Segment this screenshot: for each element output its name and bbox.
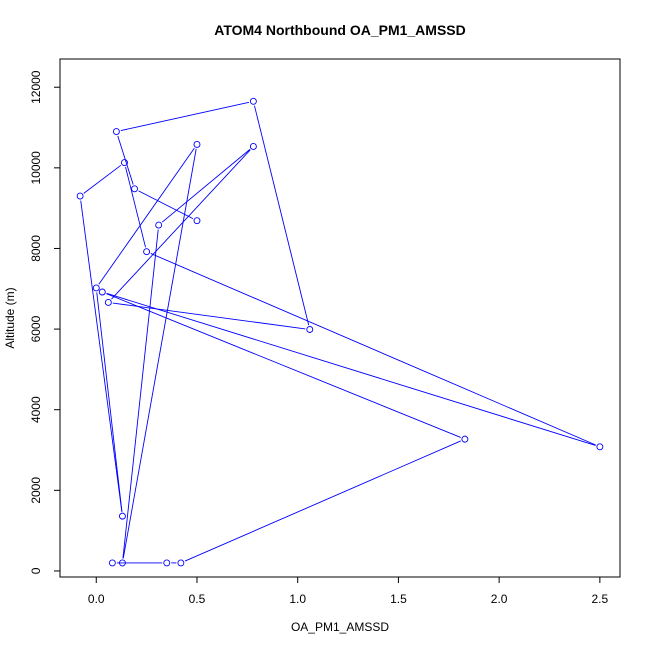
series-0 xyxy=(76,97,604,567)
data-point xyxy=(143,248,151,256)
data-point xyxy=(249,97,257,105)
data-point xyxy=(76,192,84,200)
series-segment xyxy=(125,166,146,248)
y-axis: 0 2000 4000 6000 8000 10000 12000 xyxy=(29,70,61,574)
series-segment xyxy=(111,149,251,300)
y-axis-label: Altitude (m) xyxy=(3,287,17,348)
series-segment xyxy=(161,149,251,223)
y-tick-label: 2000 xyxy=(29,477,43,504)
plot-frame xyxy=(59,58,621,578)
x-axis-label: OA_PM1_AMSSD xyxy=(291,620,389,634)
data-point xyxy=(177,559,185,567)
data-point xyxy=(98,288,106,296)
x-tick-label: 1.5 xyxy=(390,592,407,606)
x-tick-label: 1.0 xyxy=(289,592,306,606)
y-tick-label: 6000 xyxy=(29,315,43,342)
series-layer xyxy=(76,97,604,567)
data-point xyxy=(249,143,257,150)
x-tick-label: 0.5 xyxy=(189,592,206,606)
series-segment xyxy=(138,190,194,220)
data-point xyxy=(92,284,100,292)
series-segment xyxy=(106,292,596,446)
data-point xyxy=(131,185,138,193)
data-point xyxy=(193,141,201,148)
series-segment xyxy=(83,164,122,194)
y-tick-label: 0 xyxy=(29,567,43,574)
data-point xyxy=(596,443,604,451)
series-segment xyxy=(80,200,123,512)
x-axis: 0.0 0.5 1.0 1.5 2.0 2.5 xyxy=(88,576,609,606)
y-tick-label: 4000 xyxy=(29,396,43,423)
series-segment xyxy=(150,253,596,446)
y-tick-label: 10000 xyxy=(29,151,43,185)
data-point xyxy=(306,326,314,333)
data-point xyxy=(112,128,120,136)
series-segment xyxy=(120,101,250,132)
x-tick-label: 2.0 xyxy=(491,592,508,606)
x-tick-label: 0.0 xyxy=(88,592,105,606)
data-point xyxy=(118,512,126,520)
y-tick-label: 12000 xyxy=(29,70,43,104)
series-segment xyxy=(254,105,310,326)
data-point xyxy=(121,159,128,167)
series-segment xyxy=(96,292,123,512)
series-segment xyxy=(122,229,159,559)
chart-title: ATOM4 Northbound OA_PM1_AMSSD xyxy=(214,22,466,38)
series-segment xyxy=(184,440,461,562)
data-point xyxy=(155,221,163,229)
series-segment xyxy=(112,302,306,330)
data-point xyxy=(118,559,126,567)
data-point xyxy=(193,217,201,225)
data-point xyxy=(108,559,116,567)
x-tick-label: 2.5 xyxy=(592,592,609,606)
series-segment xyxy=(106,293,461,438)
series-segment xyxy=(117,135,134,185)
series-segment xyxy=(122,148,197,559)
data-point xyxy=(163,559,171,567)
data-point xyxy=(104,299,112,306)
y-tick-label: 8000 xyxy=(29,235,43,262)
data-point xyxy=(461,435,469,443)
series-segment xyxy=(98,147,195,285)
